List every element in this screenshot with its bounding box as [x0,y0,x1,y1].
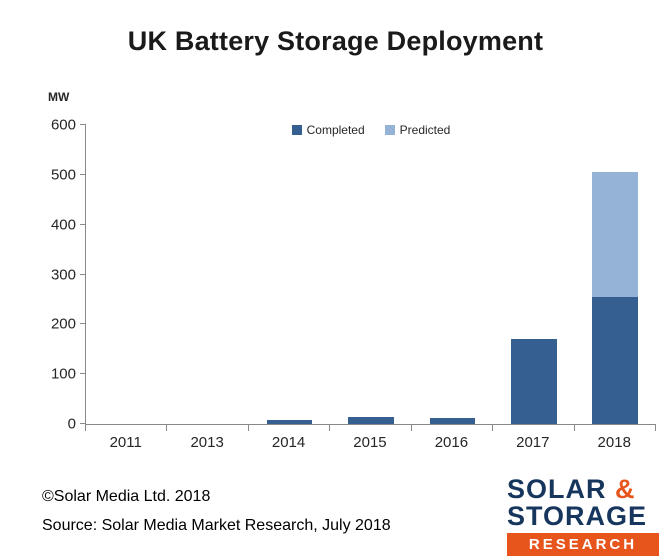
y-axis-unit-label: MW [48,90,70,104]
y-tick-label: 300 [50,266,76,283]
bar-2014-completed [266,420,313,424]
logo-line-storage: STORAGE [507,501,648,531]
x-tick-mark [655,425,656,431]
chart-title: UK Battery Storage Deployment [127,26,544,56]
bar-stack-2018 [592,125,639,424]
y-tick-label: 400 [50,216,76,234]
x-tick-mark [573,425,575,431]
plot-area: Completed Predicted [80,123,656,425]
bar-slot-2016 [412,125,493,424]
legend-label: Predicted [399,123,451,137]
x-tick-label-2011: 2011 [109,434,142,451]
y-tick-mark [80,223,86,225]
y-tick-label: 0 [67,415,76,433]
logo-solar-text: SOLAR [507,474,607,504]
bar-2016-completed [429,418,476,424]
bar-stack-2011 [104,125,150,424]
source-text: Source: Solar Media Market Research, Jul… [42,517,391,534]
x-tick-label-2015: 2015 [353,434,387,451]
x-tick-mark [247,425,249,431]
bar-2017-completed [511,339,557,424]
bars [86,125,656,424]
legend-swatch [384,125,395,135]
y-tick-mark [80,273,86,275]
bar-2018-completed [592,296,639,424]
x-tick-label-2016: 2016 [434,434,469,451]
legend-item-predicted: Predicted [384,123,451,137]
legend: Completed Predicted [86,123,656,137]
x-tick-mark [85,425,86,431]
x-tick-label-2017: 2017 [516,434,550,451]
bar-slot-2011 [86,125,167,424]
legend-swatch [291,125,302,135]
y-tick-mark [80,323,86,325]
bar-slot-2014 [249,125,330,424]
bar-stack-2017 [511,125,557,424]
y-tick-label: 100 [50,365,76,383]
x-axis-ticks [85,425,656,431]
copyright-text: ©Solar Media Ltd. 2018 [42,488,211,505]
logo-ampersand: & [615,474,636,504]
x-axis-tick-labels: 2011 2013 2014 2015 2016 2017 2018 [85,434,655,451]
bar-stack-2014 [266,125,313,424]
y-tick-label: 500 [50,166,76,184]
bar-slot-2018 [575,125,656,424]
bar-2015-completed [348,416,394,424]
y-tick-mark [80,173,86,175]
bar-stack-2013 [185,125,231,424]
x-tick-mark [492,425,494,431]
legend-item-completed: Completed [291,123,365,137]
y-tick-mark [80,124,86,125]
bar-slot-2017 [493,125,574,424]
y-tick-label: 200 [50,315,76,333]
logo-research-strip: RESEARCH [507,533,659,556]
bar-stack-2015 [348,125,394,424]
x-tick-label-2013: 2013 [190,434,224,451]
y-tick-mark [80,423,86,424]
x-tick-mark [329,425,331,431]
y-tick-mark [80,373,86,375]
x-tick-mark [166,425,168,431]
bar-slot-2013 [167,125,248,424]
x-tick-label-2018: 2018 [597,434,631,451]
bar-stack-2016 [429,125,476,424]
logo-line-solar: SOLAR & [507,476,659,503]
x-tick-label-2014: 2014 [271,434,306,451]
x-tick-mark [410,425,412,431]
y-axis-tick-labels: 0 100 200 300 400 500 600 [26,117,76,433]
footer: ©Solar Media Ltd. 2018 Source: Solar Med… [42,482,391,540]
bar-2018-predicted [592,172,639,297]
y-tick-label: 600 [50,116,76,134]
bar-slot-2015 [330,125,411,424]
legend-label: Completed [306,123,365,137]
solar-storage-research-logo: SOLAR & STORAGE RESEARCH [507,476,659,556]
